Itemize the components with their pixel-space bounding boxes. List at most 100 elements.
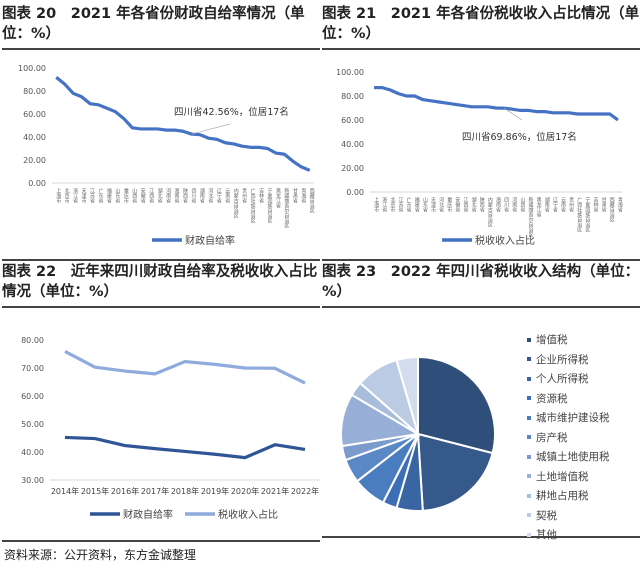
- x-tick-label: 浙江省: [72, 187, 78, 204]
- legend-label: 城市维护建设税: [536, 412, 610, 425]
- x-tick-label: 河南省: [511, 196, 517, 213]
- legend-label: 税收收入占比: [218, 508, 278, 521]
- x-tick-label: 西藏自治区: [609, 197, 615, 222]
- x-tick-label: 辽宁省: [216, 187, 222, 204]
- x-tick-label: 甘肃省: [601, 196, 607, 213]
- legend-item: 土地增值税: [527, 467, 610, 487]
- legend-label: 其他: [536, 529, 557, 542]
- x-tick-label: 宁夏回族自治区: [584, 196, 590, 232]
- y-tick-label: 50.00: [21, 420, 44, 429]
- pie-slice-0: [417, 355, 496, 455]
- legend-swatch: [527, 435, 531, 440]
- x-tick-label: 湖北省: [157, 187, 163, 204]
- x-tick-label: 西藏自治区: [309, 188, 315, 213]
- y-tick-label: 60.00: [23, 110, 46, 119]
- x-tick-label: 北京市: [64, 187, 70, 204]
- legend-label: 城镇土地使用税: [536, 451, 610, 464]
- x-tick-label: 广西壮族自治区: [576, 196, 582, 232]
- x-tick-label: 河北省: [438, 196, 444, 213]
- x-tick-label: 广东省: [97, 187, 103, 204]
- x-tick-label: 2018年: [171, 486, 199, 496]
- x-tick-label: 2019年: [201, 486, 229, 496]
- legend-label: 财政自给率: [185, 234, 235, 247]
- series-line-1: [64, 350, 306, 385]
- y-tick-label: 100.00: [18, 64, 46, 73]
- series-line-0: [64, 435, 306, 460]
- chart-panel-20: 图表 20 2021 年各省份财政自给率情况（单位：%） 0.00 20.00 40…: [2, 4, 320, 261]
- x-tick-label: 北京市: [389, 196, 395, 213]
- legend-item: 其他: [527, 525, 610, 545]
- x-tick-label: 海南省: [495, 196, 501, 213]
- legend-swatch: [527, 532, 531, 537]
- pie-slice-10: [395, 355, 419, 435]
- y-tick-label: 40.00: [23, 133, 46, 142]
- fiscal-self-sufficiency-chart: 0.00 20.00 40.00 60.00 80.00 100.00 上海市 北京市 浙江省天…: [18, 64, 315, 247]
- legend-label: 房产税: [536, 431, 568, 444]
- legend-item: 资源税: [527, 389, 610, 409]
- y-tick-label: 0.00: [28, 179, 46, 188]
- x-tick-label: 2022年: [291, 486, 319, 496]
- y-tick-label: 20.00: [23, 156, 46, 165]
- legend-swatch: [527, 396, 531, 401]
- chart-title: 图表 21 2021 年各省份税收收入占比情况（单位：%）: [322, 4, 640, 50]
- y-tick-label: 80.00: [21, 336, 44, 345]
- legend-label: 企业所得税: [536, 353, 589, 366]
- x-tick-label: 2021年: [261, 486, 289, 496]
- legend-item: 耕地占用税: [527, 486, 610, 506]
- x-tick-label: 青海省: [300, 187, 306, 204]
- x-tick-label: 陕西省: [479, 196, 485, 213]
- x-tick-label: 湖南省: [544, 196, 550, 213]
- chart-panel-23: 图表 23 2022 年四川省税收收入结构（单位：%） 增值税企业所得税个人所得…: [322, 262, 640, 541]
- chart-title: 图表 20 2021 年各省份财政自给率情况（单位：%）: [2, 4, 320, 50]
- x-tick-label: 陕西省: [182, 187, 188, 204]
- legend-swatch: [527, 474, 531, 479]
- y-tick-label: 60.00: [341, 116, 364, 125]
- pie-legend: 增值税企业所得税个人所得税资源税城市维护建设税 房产税城镇土地使用税土地增值税耕地…: [527, 330, 610, 545]
- y-tick-label: 40.00: [341, 140, 364, 149]
- x-tick-label: 山西省: [131, 187, 137, 204]
- sichuan-trend-chart: 30.00 40.00 50.00 60.00 70.00 80.00 2014年 2015年…: [21, 336, 320, 521]
- legend-label: 个人所得税: [536, 373, 589, 386]
- y-tick-label: 20.00: [341, 164, 364, 173]
- legend-item: 增值税: [527, 330, 610, 350]
- x-tick-label: 贵州省: [568, 196, 574, 213]
- x-tick-label: 2017年: [141, 486, 169, 496]
- legend-label: 增值税: [536, 334, 568, 347]
- series-line-0: [374, 85, 619, 122]
- x-tick-label: 天津市: [81, 188, 87, 204]
- legend-item: 城镇土地使用税: [527, 447, 610, 467]
- x-tick-label: 2014年: [51, 486, 79, 496]
- x-tick-label: 四川省: [190, 188, 196, 204]
- x-tick-label: 浙江省: [381, 196, 387, 213]
- legend-label: 契税: [536, 509, 557, 522]
- y-tick-label: 30.00: [21, 476, 44, 485]
- x-tick-label: 江西省: [462, 196, 468, 213]
- x-tick-label: 安徽省: [140, 187, 146, 204]
- x-tick-label: 山东省: [114, 187, 120, 204]
- legend-label: 税收收入占比: [475, 234, 535, 247]
- x-tick-label: 内蒙古自治区: [233, 187, 239, 218]
- annotation-label: 四川省69.86%，位居17名: [462, 131, 577, 143]
- chart-title: 图表 23 2022 年四川省税收收入结构（单位：%）: [322, 262, 640, 308]
- x-tick-label: 广西壮族自治区: [250, 187, 256, 223]
- x-tick-label: 2016年: [111, 486, 139, 496]
- legend-label: 耕地占用税: [536, 490, 589, 503]
- y-tick-label: 70.00: [21, 364, 44, 373]
- series-line-0: [55, 75, 311, 172]
- x-tick-label: 宁夏回族自治区: [267, 187, 273, 223]
- x-tick-label: 广东省: [406, 196, 412, 213]
- x-tick-label: 黑龙江省: [536, 197, 542, 218]
- x-tick-label: 云南省: [224, 188, 230, 204]
- tax-structure-pie: [340, 355, 496, 512]
- y-tick-label: 100.00: [336, 68, 364, 77]
- x-tick-label: 2020年: [231, 486, 259, 496]
- x-tick-label: 湖南省: [199, 187, 205, 204]
- x-tick-label: 山东省: [422, 196, 428, 213]
- y-tick-label: 0.00: [346, 188, 364, 197]
- x-tick-label: 四川省: [503, 197, 509, 213]
- y-tick-label: 60.00: [21, 392, 44, 401]
- legend-swatch: [527, 337, 531, 342]
- annotation-leader: [503, 107, 523, 121]
- legend-swatch: [527, 454, 531, 459]
- legend-swatch: [527, 357, 531, 362]
